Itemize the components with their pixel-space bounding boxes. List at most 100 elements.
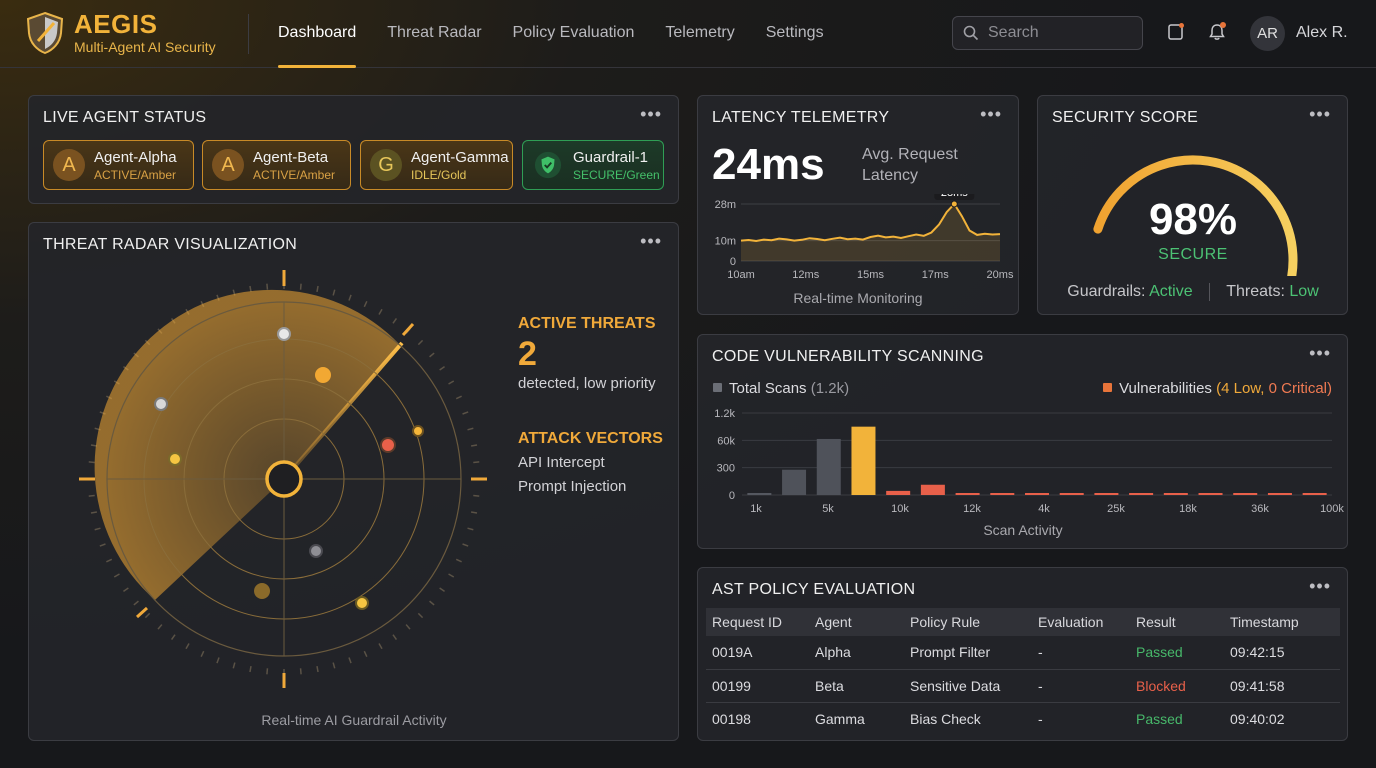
column-header[interactable]: Policy Rule [904, 608, 1032, 636]
total-scans-bar[interactable] [747, 493, 772, 495]
nav-settings[interactable]: Settings [765, 24, 824, 41]
x-tick-label: 20ms [987, 269, 1014, 281]
x-tick-label: 15ms [857, 269, 884, 281]
radar-blip[interactable] [154, 397, 168, 411]
radar-blip-threat[interactable] [380, 437, 396, 453]
more-options-icon[interactable]: ••• [980, 104, 1002, 124]
radar-tick [455, 558, 462, 563]
table-row[interactable]: 0019A Alpha Prompt Filter - Passed 09:42… [706, 636, 1340, 670]
bell-icon[interactable] [1207, 22, 1227, 42]
avatar[interactable]: AR [1250, 16, 1285, 51]
column-header[interactable]: Evaluation [1032, 608, 1130, 636]
latency-value: 24ms [712, 140, 825, 189]
cell-agent: Gamma [815, 710, 865, 727]
brand[interactable]: AEGIS Multi-Agent AI Security [24, 10, 216, 55]
vulnerability-bar[interactable] [1233, 493, 1258, 495]
more-options-icon[interactable]: ••• [1309, 104, 1331, 124]
search-box[interactable] [952, 16, 1143, 50]
radar-tick [144, 612, 151, 619]
legend-vulnerabilities[interactable]: Vulnerabilities (4 Low, 0 Critical) [1103, 380, 1332, 397]
radar-tick [94, 527, 101, 531]
nav-telemetry[interactable]: Telemetry [665, 24, 735, 41]
vulnerability-bar[interactable] [1267, 493, 1292, 495]
radar-tick [266, 668, 269, 675]
more-options-icon[interactable]: ••• [640, 104, 662, 124]
radar-tick [455, 395, 462, 400]
more-options-icon[interactable]: ••• [640, 231, 662, 251]
legend-total-scans[interactable]: Total Scans (1.2k) [713, 380, 849, 397]
x-tick-label: 10k [891, 503, 909, 515]
agent-card-beta[interactable]: A Agent-Beta ACTIVE/Amber [202, 140, 351, 190]
radar-tick [417, 612, 424, 619]
radar-blip[interactable] [309, 544, 323, 558]
radar-tick [348, 657, 352, 664]
nav-threat-radar[interactable]: Threat Radar [387, 24, 482, 41]
agent-card-gamma[interactable]: G Agent-Gamma IDLE/Gold [360, 140, 513, 190]
agent-badge: A [53, 149, 85, 181]
radar-sweep [94, 289, 401, 600]
radar-tick [470, 444, 478, 447]
radar-tick [467, 427, 474, 431]
radar-blip[interactable] [168, 452, 182, 466]
search-input[interactable] [988, 24, 1138, 42]
column-header[interactable]: Timestamp [1224, 608, 1340, 636]
radar-blip[interactable] [277, 327, 291, 341]
latency-line-chart[interactable]: 28m 10m 0 28ms 10am 12ms 15ms 17ms 20ms [698, 194, 1018, 286]
total-scans-bar[interactable] [851, 426, 876, 495]
column-header[interactable]: Result [1130, 608, 1224, 636]
nav-policy-evaluation[interactable]: Policy Evaluation [512, 24, 635, 41]
agent-badge: G [370, 149, 402, 181]
vuln-bar-chart[interactable]: 1.2k 60k 300 0 1k 5k 10k 12k 4k 25k 18k 36k 100k [698, 403, 1348, 518]
radar-tick [378, 308, 383, 315]
radar-tick [392, 318, 398, 324]
radar-tick [157, 624, 163, 630]
radar-tick [392, 634, 398, 640]
radar-tick [405, 624, 411, 630]
radar-visualization[interactable] [69, 268, 499, 698]
vulnerability-bar[interactable] [1198, 493, 1223, 495]
radar-tick [363, 301, 368, 308]
total-scans-bar[interactable] [782, 469, 807, 495]
radar-tick [348, 294, 352, 301]
radar-blip[interactable] [412, 425, 424, 437]
radar-tick [473, 494, 480, 497]
latency-peak-point[interactable] [950, 200, 958, 208]
more-options-icon[interactable]: ••• [1309, 576, 1331, 596]
vulnerability-bar[interactable] [1302, 493, 1327, 495]
cell-policy-rule: Sensitive Data [904, 669, 1032, 703]
more-options-icon[interactable]: ••• [1309, 343, 1331, 363]
vulnerability-bar[interactable] [990, 493, 1015, 495]
total-scans-bar[interactable] [816, 438, 841, 495]
cell-timestamp: 09:42:15 [1224, 636, 1340, 670]
nav-dashboard[interactable]: Dashboard [278, 0, 357, 68]
vulnerability-bar[interactable] [1094, 493, 1119, 495]
radar-tick [417, 339, 424, 346]
agent-card-alpha[interactable]: A Agent-Alpha ACTIVE/Amber [43, 140, 194, 190]
column-header[interactable]: Agent [809, 608, 904, 636]
radar-tick [232, 662, 236, 669]
vulnerability-bar[interactable] [955, 493, 980, 495]
radar-tick [123, 587, 129, 593]
user-name[interactable]: Alex R. [1296, 24, 1348, 41]
radar-tick [200, 650, 205, 657]
agent-status: ACTIVE/Amber [253, 168, 336, 182]
radar-tick [88, 494, 95, 497]
table-row[interactable]: 00198 Gamma Bias Check - Passed 09:40:02 [706, 702, 1340, 735]
radar-blip[interactable] [355, 596, 369, 610]
agent-card-guardrail[interactable]: Guardrail-1 SECURE/Green [522, 140, 664, 190]
radar-blip[interactable] [254, 583, 270, 599]
vulnerability-bar[interactable] [1163, 493, 1188, 495]
panel-title: CODE VULNERABILITY SCANNING [712, 348, 984, 365]
vulnerability-bar[interactable] [920, 484, 945, 495]
vulnerability-bar[interactable] [1025, 493, 1049, 495]
vulnerability-bar[interactable] [1129, 493, 1154, 495]
radar-blip[interactable] [315, 367, 331, 383]
divider [1209, 283, 1211, 301]
vulnerability-bar[interactable] [1059, 493, 1084, 495]
column-header[interactable]: Request ID [706, 608, 809, 636]
notes-icon[interactable] [1166, 22, 1186, 42]
table-row[interactable]: 00199 Beta Sensitive Data - Blocked 09:4… [706, 669, 1340, 703]
vulnerability-bar[interactable] [886, 490, 911, 495]
shield-logo-icon [26, 11, 64, 54]
search-icon [963, 25, 979, 41]
